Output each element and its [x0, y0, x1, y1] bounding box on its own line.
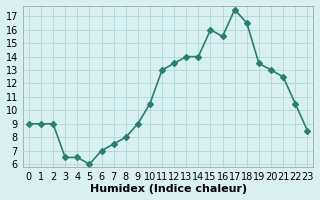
X-axis label: Humidex (Indice chaleur): Humidex (Indice chaleur) — [90, 184, 247, 194]
